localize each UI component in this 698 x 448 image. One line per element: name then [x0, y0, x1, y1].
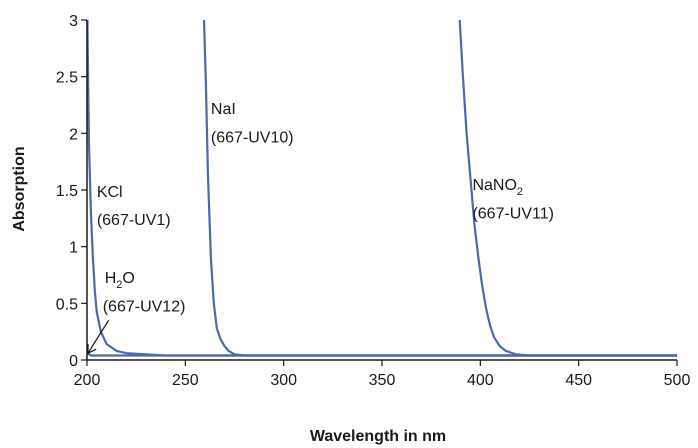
y-tick-label: 2: [69, 126, 78, 143]
annotation-kcl-code: (667-UV1): [97, 212, 171, 229]
x-tick-label: 400: [467, 372, 494, 389]
annotation-kcl-name: KCl: [97, 184, 123, 201]
h2o-arrow: [88, 319, 110, 353]
y-axis-title: Absorption: [11, 146, 28, 231]
plot-area: [86, 19, 677, 357]
y-tick-label: 2.5: [56, 70, 78, 87]
x-axis-title: Wavelength in nm: [310, 428, 446, 445]
y-tick-label: 1.5: [56, 183, 78, 200]
annotation-nai-name: NaI: [211, 101, 236, 118]
annotation-nano2-code: (667-UV11): [472, 205, 554, 222]
y-tick-label: 1: [69, 240, 78, 257]
x-tick-label: 300: [270, 372, 297, 389]
y-tick-label: 3: [69, 13, 78, 30]
y-axis: 0 0.5 1 1.5 2 2.5 3: [56, 13, 88, 370]
curve-annotations: KCl (667-UV1) NaI (667-UV10) NaNO2 (667-UV11)…: [88, 101, 554, 353]
x-tick-label: 450: [565, 372, 592, 389]
x-tick-label: 350: [369, 372, 396, 389]
series-line-nano2: [458, 19, 677, 357]
x-tick-label: 500: [664, 372, 691, 389]
annotation-nai-code: (667-UV10): [211, 129, 294, 146]
annotation-h2o-code: (667-UV12): [103, 298, 186, 315]
x-tick-label: 250: [172, 372, 199, 389]
y-tick-label: 0: [69, 353, 78, 370]
series-line-nai: [202, 19, 677, 357]
annotation-nano2-name: NaNO2: [472, 177, 523, 198]
x-axis: 200 250 300 350 400 450 500: [74, 359, 691, 389]
y-tick-label: 0.5: [56, 296, 78, 313]
annotation-h2o-name: H2O: [105, 270, 135, 291]
x-tick-label: 200: [74, 372, 101, 389]
